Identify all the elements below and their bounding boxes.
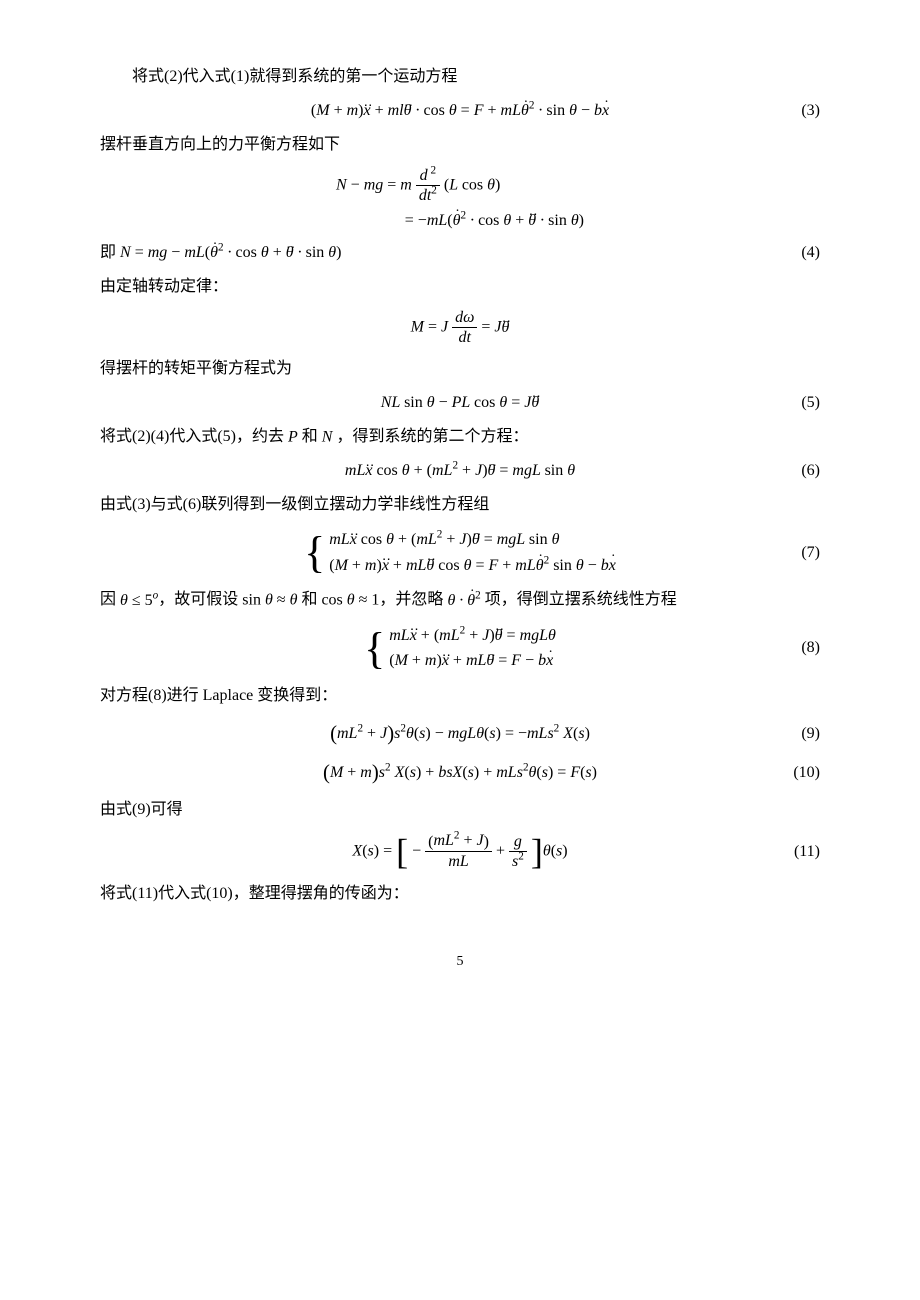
para-2: 摆杆垂直方向上的力平衡方程如下 <box>100 133 820 157</box>
equation-10: (M + m)s2 X(s) + bsX(s) + mLs2θ(s) = F(s… <box>100 757 820 788</box>
para-9: 对方程(8)进行 Laplace 变换得到： <box>100 684 820 708</box>
page-number: 5 <box>100 951 820 972</box>
eq11-num: (11) <box>770 840 820 864</box>
eq7-num: (7) <box>770 541 820 565</box>
para-3-prefix: 即 <box>100 244 120 261</box>
para-6: 将式(2)(4)代入式(5)，约去 P 和 N ，得到系统的第二个方程： <box>100 425 820 449</box>
equation-n-mg: N − mg = m d 2dt2 (L cos θ) = −mL(θ2 · c… <box>100 167 820 233</box>
equation-5: NL sin θ − PL cos θ = Jθ (5) <box>100 391 820 415</box>
para-4: 由定轴转动定律： <box>100 275 820 299</box>
para-5: 得摆杆的转矩平衡方程式为 <box>100 357 820 381</box>
equation-7: { mLx cos θ + (mL2 + J)θ = mgL sin θ (M … <box>100 527 820 578</box>
equation-6: mLx cos θ + (mL2 + J)θ = mgL sin θ (6) <box>100 459 820 483</box>
equation-8: { mLx + (mL2 + J)θ = mgLθ (M + m)x + mLθ… <box>100 623 820 674</box>
para-10: 由式(9)可得 <box>100 798 820 822</box>
equation-rotation-law: M = J dωdt = Jθ <box>100 309 820 347</box>
eq3-expr: (M + m)x + mlθ · cos θ = F + mLθ2 · sin … <box>150 99 770 123</box>
equation-9: (mL2 + J)s2θ(s) − mgLθ(s) = −mLs2 X(s) (… <box>100 718 820 749</box>
eq10-num: (10) <box>770 761 820 785</box>
equation-4: 即 N = mg − mL(θ2 · cos θ + θ · sin θ) (4… <box>100 241 820 265</box>
para-8: 因 θ ≤ 5o，故可假设 sin θ ≈ θ 和 cos θ ≈ 1，并忽略 … <box>100 588 820 612</box>
eq9-num: (9) <box>770 722 820 746</box>
equation-11: X(s) = [ − (mL2 + J)mL + gs2 ]θ(s) (11) <box>100 832 820 871</box>
eq8-num: (8) <box>770 636 820 660</box>
eq5-num: (5) <box>770 391 820 415</box>
para-1: 将式(2)代入式(1)就得到系统的第一个运动方程 <box>100 65 820 89</box>
eq3-num: (3) <box>770 99 820 123</box>
para-7: 由式(3)与式(6)联列得到一级倒立摆动力学非线性方程组 <box>100 493 820 517</box>
eq6-num: (6) <box>770 459 820 483</box>
para-11: 将式(11)代入式(10)，整理得摆角的传函为： <box>100 882 820 906</box>
equation-3: (M + m)x + mlθ · cos θ = F + mLθ2 · sin … <box>100 99 820 123</box>
eq4-num: (4) <box>770 241 820 265</box>
